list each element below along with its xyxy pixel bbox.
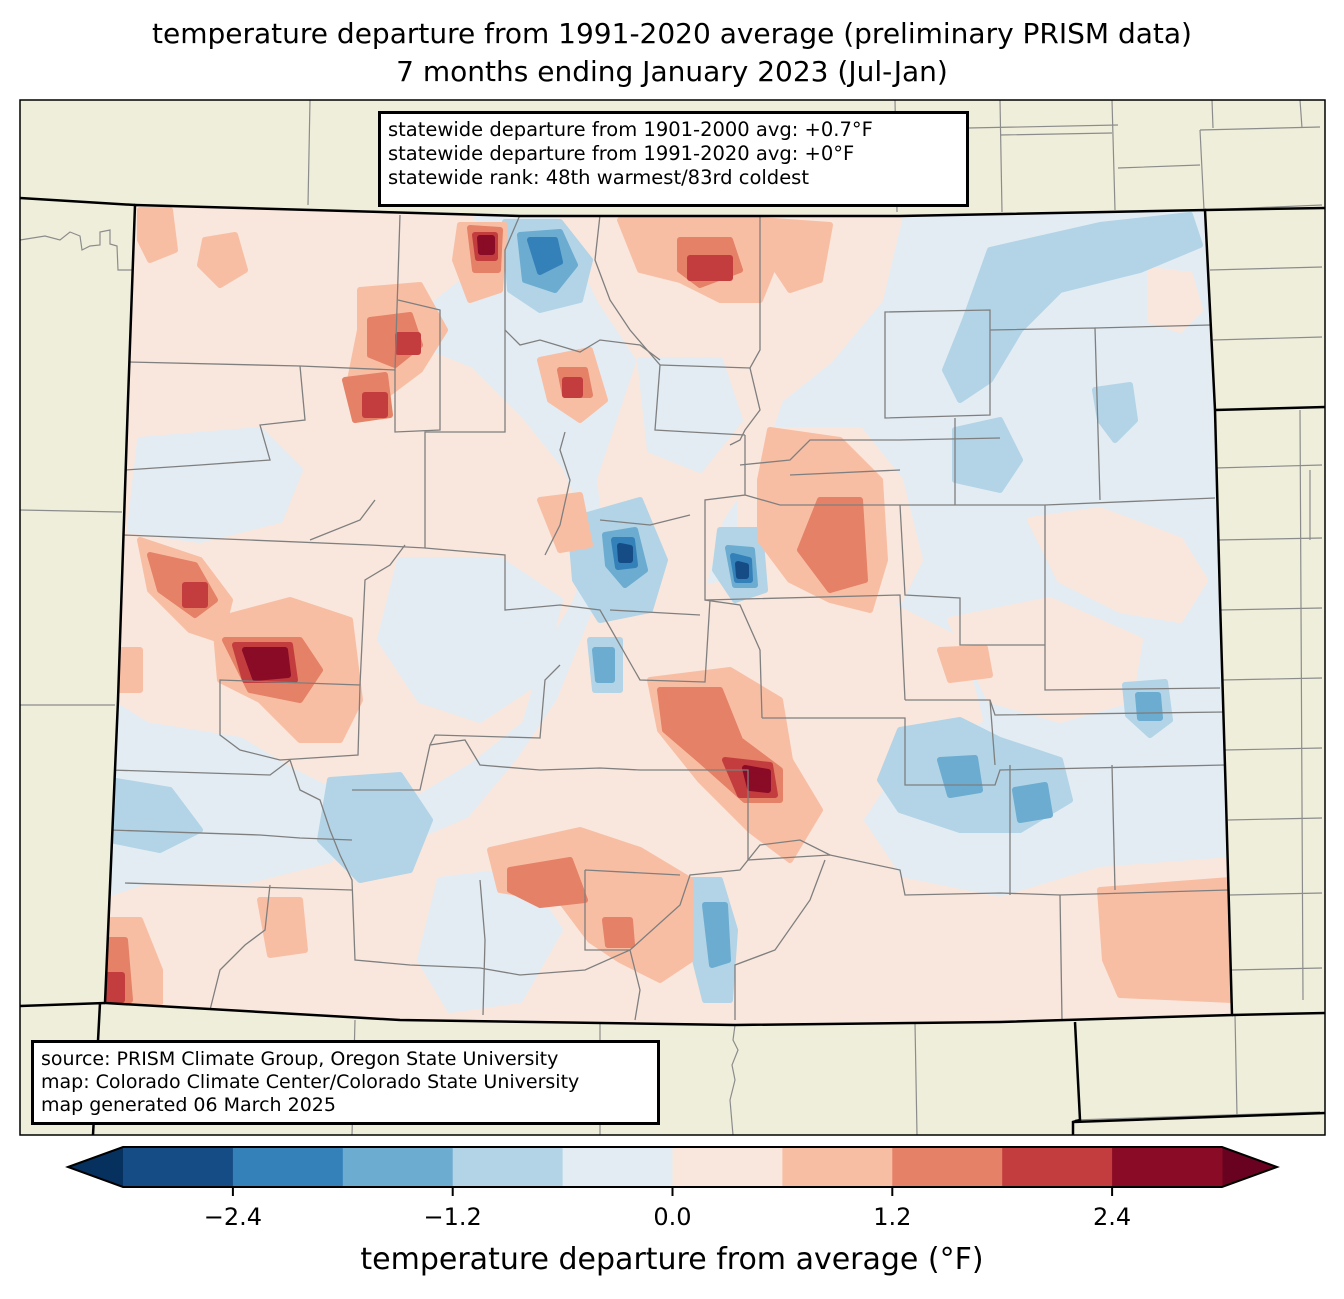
statewide-stats-box: statewide departure from 1901-2000 avg: … [378,111,969,207]
temperature-contour-region [592,647,615,683]
temperature-contour-region [507,857,588,908]
temperature-contour-region [702,902,731,968]
stats-departure-1901-2000: statewide departure from 1901-2000 avg: … [388,118,873,141]
colorbar-bin [232,1147,344,1187]
temperature-contour-region [937,755,983,798]
colorbar [65,1146,1280,1196]
colorado-county-lines [109,214,1229,1021]
temperature-contour-region [117,647,143,693]
colorbar-tick-label: 0.0 [653,1203,692,1231]
colorbar-tick-label: −2.4 [203,1203,263,1231]
colorbar-bin [892,1147,1003,1187]
colorbar-bin [782,1147,893,1187]
temperature-contour-region [797,497,868,593]
temperature-contour-region [395,332,421,355]
temperature-contour-region [127,427,303,543]
colorbar-bin [452,1147,564,1187]
temperature-contour-region [477,235,495,255]
map-subtitle: 7 months ending January 2023 (Jul-Jan) [396,55,948,88]
temperature-contour-region [1135,692,1163,721]
temperature-contour-region [937,645,993,683]
temperature-contour-region [182,582,208,608]
map-credit-line: map: Colorado Climate Center/Colorado St… [41,1071,580,1093]
temperature-contour-region [242,647,291,681]
colorbar-bin [123,1147,234,1187]
temperature-contour-region [687,255,733,281]
temperature-contour-region [637,357,743,473]
colorbar-tick-label: 1.2 [873,1203,912,1231]
temperature-contour-region [602,917,635,948]
colorbar-bin [562,1147,673,1187]
map-title: temperature departure from 1991-2020 ave… [152,17,1192,50]
colorbar-extend-low [68,1147,123,1187]
colorbar-bin [672,1147,783,1187]
colorbar-extend-high [1222,1147,1277,1187]
colorbar-bin [342,1147,454,1187]
temperature-contour-region [1147,267,1203,333]
source-box: source: PRISM Climate Group, Oregon Stat… [31,1040,660,1125]
temperature-contour-region [197,232,248,288]
temperature-contour-region [527,237,563,275]
temperature-contour-region [105,972,125,1003]
stats-departure-1991-2020: statewide departure from 1991-2020 avg: … [388,142,855,165]
temperature-contour-region [942,212,1203,403]
source-line: source: PRISM Climate Group, Oregon Stat… [41,1048,559,1070]
colorbar-tick-label: −1.2 [423,1203,482,1231]
temperature-contour-region [735,561,749,579]
temperature-contour-region [257,897,308,958]
temperature-contour-region [757,217,833,293]
temperature-contour-region [1092,382,1138,443]
temperature-contour-region [317,772,433,883]
temperature-contour-region [1012,782,1053,823]
temperature-contour-region [362,392,388,418]
temperature-contour-region [377,557,563,723]
colorbar-bin [1112,1147,1223,1187]
map-frame [19,99,1326,1136]
colorbar-label: temperature departure from average (°F) [360,1242,984,1277]
stats-rank: statewide rank: 48th warmest/83rd coldes… [388,166,809,189]
colorbar-tick-label: 2.4 [1093,1203,1132,1231]
temperature-contour-region [617,543,633,563]
generated-date-line: map generated 06 March 2025 [41,1094,336,1116]
temperature-field [105,205,1232,1025]
temperature-contour-region [137,207,178,263]
colorbar-bin [1002,1147,1113,1187]
temperature-contour-region [562,377,583,398]
colorbar-outline [65,1146,1280,1188]
temperature-contour-region [1097,877,1232,1003]
temperature-contour-region [1027,507,1208,623]
neighbor-county-lines [20,100,1323,1135]
